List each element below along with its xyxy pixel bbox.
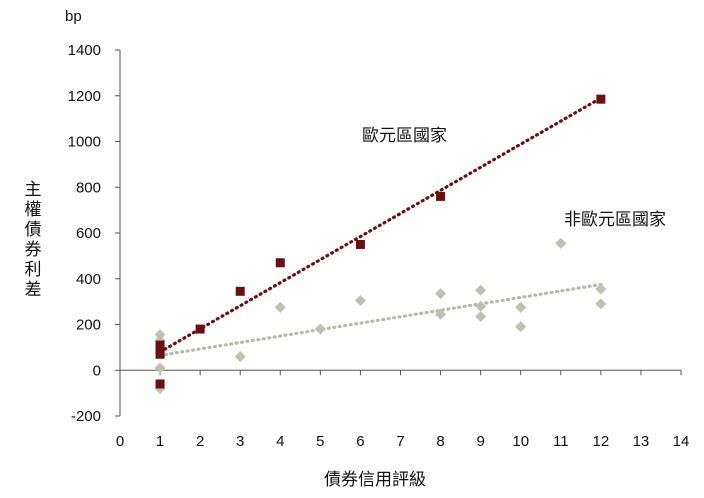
point-non-eurozone: [595, 298, 607, 310]
y-tick-label: 1000: [68, 134, 101, 151]
point-eurozone: [235, 286, 245, 296]
point-non-eurozone: [515, 301, 527, 313]
point-non-eurozone: [515, 321, 527, 333]
point-non-eurozone: [154, 329, 166, 341]
point-eurozone: [275, 258, 285, 268]
point-eurozone: [155, 340, 165, 350]
trend-line-eurozone: [158, 96, 603, 354]
trend-line-non-eurozone: [158, 282, 603, 357]
point-non-eurozone: [154, 362, 166, 374]
y-tick-label: 800: [76, 179, 101, 196]
y-tick-label: 400: [76, 271, 101, 288]
x-tick-label: 7: [396, 433, 404, 450]
x-ticks: 0 1 2 3 4 5 6 7 8 9 10 11 12 13 14: [116, 370, 690, 450]
y-tick-label: 600: [76, 225, 101, 242]
x-axis-label: 債券信用評級: [324, 470, 426, 490]
point-eurozone: [355, 239, 365, 249]
point-eurozone: [155, 349, 165, 359]
point-non-eurozone: [354, 294, 366, 306]
point-non-eurozone: [274, 301, 286, 313]
y-tick-label: -200: [71, 408, 101, 425]
series-label-non-eurozone: 非歐元區國家: [564, 210, 666, 230]
point-non-eurozone: [475, 310, 487, 322]
point-non-eurozone: [595, 283, 607, 295]
point-eurozone: [195, 324, 205, 334]
x-tick-label: 4: [276, 433, 284, 450]
y-ticks: -200 0 200 400 600 800 1000 1200 1400: [68, 42, 120, 425]
y-tick-label: 200: [76, 317, 101, 334]
point-eurozone: [155, 379, 165, 389]
point-non-eurozone: [475, 284, 487, 296]
x-tick-label: 2: [196, 433, 204, 450]
x-tick-label: 0: [116, 433, 124, 450]
y-tick-label: 1400: [68, 42, 101, 59]
x-tick-label: 3: [236, 433, 244, 450]
x-tick-label: 6: [356, 433, 364, 450]
point-non-eurozone: [475, 300, 487, 312]
axes: [119, 50, 681, 416]
data-points: [154, 94, 607, 395]
x-tick-label: 8: [436, 433, 444, 450]
x-tick-label: 12: [593, 433, 610, 450]
x-tick-label: 11: [553, 433, 569, 450]
x-tick-label: 5: [316, 433, 324, 450]
point-non-eurozone: [435, 288, 447, 300]
y-tick-label: 0: [93, 362, 101, 379]
point-non-eurozone: [314, 323, 326, 335]
unit-label: bp: [65, 8, 82, 25]
point-non-eurozone: [555, 237, 567, 249]
x-tick-label: 13: [633, 433, 650, 450]
point-eurozone: [155, 345, 165, 355]
point-eurozone: [596, 94, 606, 104]
x-tick-label: 1: [156, 433, 164, 450]
series-label-eurozone: 歐元區國家: [362, 126, 447, 146]
x-tick-label: 14: [673, 433, 690, 450]
y-axis-label: 主權債券利差: [25, 180, 42, 300]
x-tick-label: 10: [512, 433, 529, 450]
trend-lines: [158, 96, 603, 357]
point-eurozone: [436, 191, 446, 201]
y-tick-label: 1200: [68, 88, 101, 105]
point-non-eurozone: [435, 308, 447, 320]
point-non-eurozone: [234, 351, 246, 363]
x-tick-label: 9: [476, 433, 484, 450]
